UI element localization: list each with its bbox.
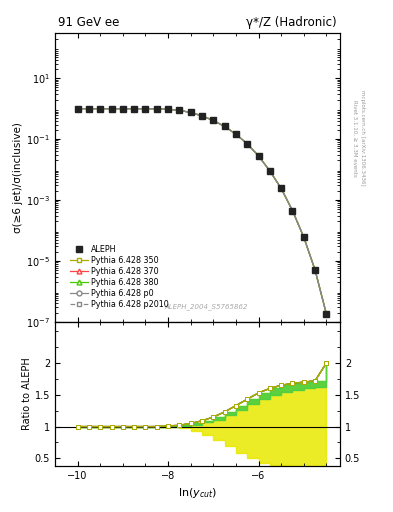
Text: mcplots.cern.ch [arXiv:1306.3436]: mcplots.cern.ch [arXiv:1306.3436] (360, 91, 365, 186)
Text: ALEPH_2004_S5765862: ALEPH_2004_S5765862 (164, 304, 248, 310)
Text: Rivet 3.1.10, ≥ 3.3M events: Rivet 3.1.10, ≥ 3.3M events (352, 100, 357, 177)
Y-axis label: σ(≥6 jet)/σ(inclusive): σ(≥6 jet)/σ(inclusive) (13, 122, 24, 233)
Y-axis label: Ratio to ALEPH: Ratio to ALEPH (22, 357, 32, 430)
Legend: ALEPH, Pythia 6.428 350, Pythia 6.428 370, Pythia 6.428 380, Pythia 6.428 p0, Py: ALEPH, Pythia 6.428 350, Pythia 6.428 37… (70, 245, 169, 309)
X-axis label: ln($y_{cut}$): ln($y_{cut}$) (178, 486, 217, 500)
Text: 91 GeV ee: 91 GeV ee (58, 16, 119, 29)
Text: γ*/Z (Hadronic): γ*/Z (Hadronic) (246, 16, 337, 29)
